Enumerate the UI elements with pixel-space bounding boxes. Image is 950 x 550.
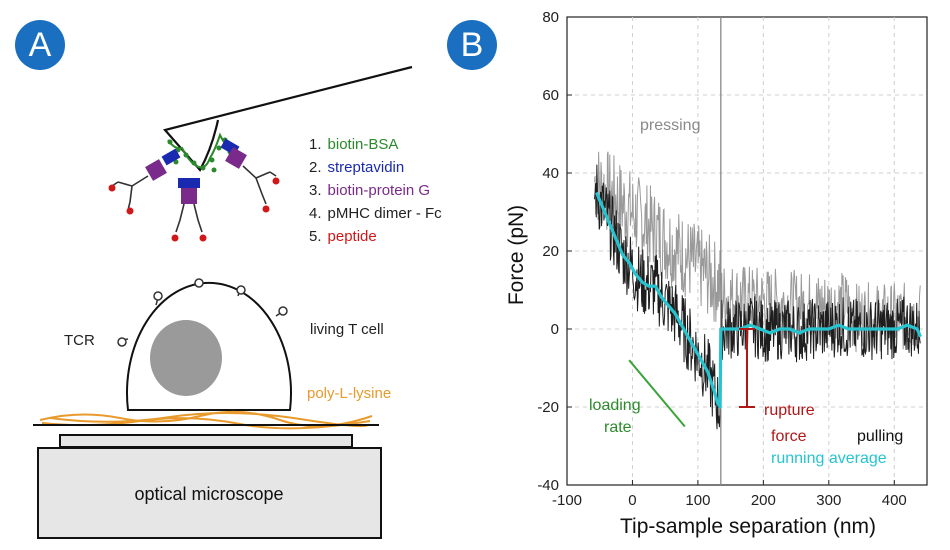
y-tick-label: 20 <box>542 243 559 260</box>
running-average-series <box>594 191 922 409</box>
y-tick-label: 0 <box>551 321 559 338</box>
annotation-rate: rate <box>604 419 632 436</box>
axis-ticks: -100 0 100 200 300 400 -40 -20 0 20 40 60 80 <box>537 9 906 509</box>
loading-rate-line <box>628 359 686 428</box>
tcr-label: TCR <box>64 332 95 349</box>
x-tick-label: 100 <box>685 492 710 509</box>
rupture-force-bar <box>739 328 755 408</box>
molecule-left <box>108 148 181 215</box>
x-tick-label: 300 <box>816 492 841 509</box>
legend-item-4: 4. pMHC dimer - Fc <box>309 205 442 222</box>
raw-force-traces <box>593 151 921 430</box>
y-axis-label: Force (pN) <box>505 205 528 305</box>
molecule-middle <box>171 178 207 242</box>
x-tick-label: 0 <box>628 492 636 509</box>
y-tick-label: 80 <box>542 9 559 26</box>
molecule-right <box>220 138 280 213</box>
poly-l-lysine-label: poly-L-lysine <box>307 385 391 402</box>
optical-microscope <box>37 447 382 539</box>
tcr-receptors <box>117 278 288 347</box>
legend-item-2: 2. streptavidin <box>309 159 404 176</box>
x-tick-label: -100 <box>552 492 582 509</box>
component-legend: 1. biotin-BSA 2. streptavidin 3. biotin-pro… <box>309 136 442 245</box>
force-curve-chart: -100 0 100 200 300 400 -40 -20 0 20 40 60 80 pressin… <box>505 9 928 538</box>
legend-item-5: 5. peptide <box>309 228 377 245</box>
panel-b-badge: B <box>447 20 497 70</box>
t-cell-label: living T cell <box>310 321 384 338</box>
panel-a-diagram: 1. biotin-BSA 2. streptavidin 3. biotin-pro… <box>33 65 442 539</box>
legend-item-1: 1. biotin-BSA <box>309 136 398 153</box>
x-tick-label: 400 <box>882 492 907 509</box>
microscope-stage <box>59 434 353 448</box>
annotation-force: force <box>771 428 807 445</box>
y-tick-label: -20 <box>537 399 559 416</box>
afm-cantilever <box>162 65 413 172</box>
annotation-pressing: pressing <box>640 117 700 134</box>
annotation-rupture: rupture <box>764 402 815 419</box>
pulling-trace <box>593 164 921 430</box>
t-cell-nucleus <box>150 320 222 396</box>
y-tick-label: 60 <box>542 87 559 104</box>
y-tick-label: 40 <box>542 165 559 182</box>
annotation-running-average: running average <box>771 450 887 467</box>
annotation-loading: loading <box>589 397 641 414</box>
annotation-pulling: pulling <box>857 428 903 445</box>
y-tick-label: -40 <box>537 477 559 494</box>
microscope-label: optical microscope <box>134 484 283 504</box>
panel-a-badge: A <box>15 20 65 70</box>
x-tick-label: 200 <box>751 492 776 509</box>
x-axis-label: Tip-sample separation (nm) <box>620 515 876 538</box>
legend-item-3: 3. biotin-protein G <box>309 182 430 199</box>
